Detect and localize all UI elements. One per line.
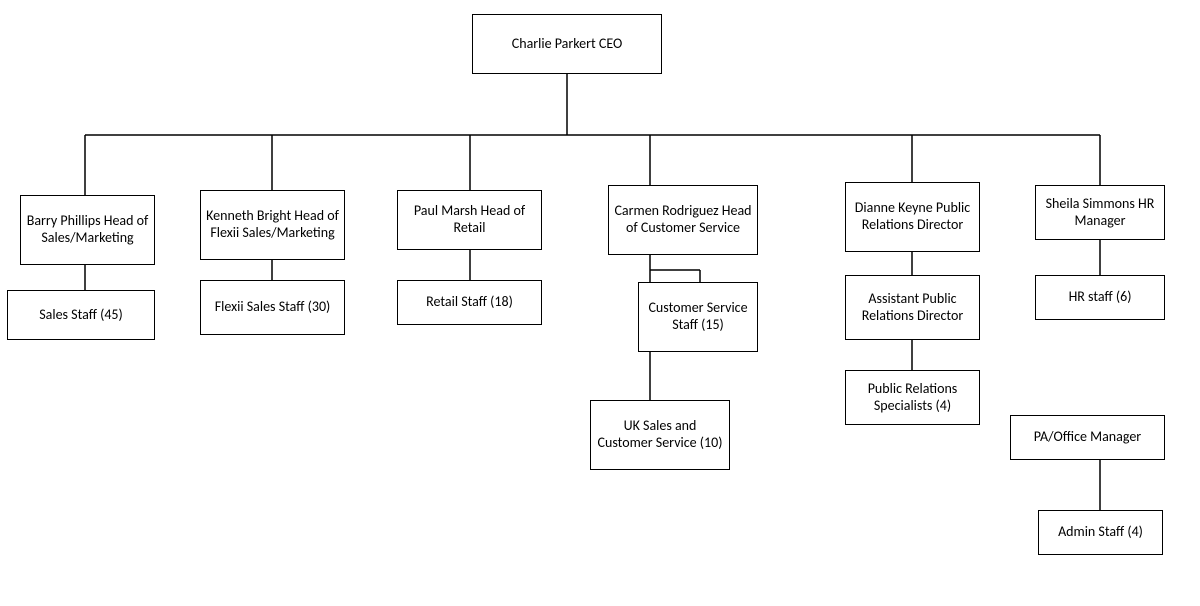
node-hr-staff: HR staff (6)	[1035, 275, 1165, 320]
node-retail-staff: Retail Staff (18)	[397, 280, 542, 325]
node-label: Public Relations Specialists (4)	[850, 381, 975, 415]
node-label: Dianne Keyne Public Relations Director	[850, 200, 975, 234]
node-label: Assistant Public Relations Director	[850, 291, 975, 325]
node-label: Sales Staff (45)	[39, 307, 123, 324]
node-label: Sheila Simmons HR Manager	[1040, 196, 1160, 230]
node-sheila: Sheila Simmons HR Manager	[1035, 185, 1165, 240]
node-carmen: Carmen Rodriguez Head of Customer Servic…	[608, 185, 758, 255]
node-cs-staff: Customer Service Staff (15)	[638, 282, 758, 352]
node-label: Carmen Rodriguez Head of Customer Servic…	[613, 203, 753, 237]
node-label: UK Sales and Customer Service (10)	[595, 418, 725, 452]
node-ceo: Charlie Parkert CEO	[472, 14, 662, 74]
node-pr-spec: Public Relations Specialists (4)	[845, 370, 980, 425]
node-label: Barry Phillips Head of Sales/Marketing	[25, 213, 150, 247]
node-kenneth: Kenneth Bright Head of Flexii Sales/Mark…	[200, 190, 345, 260]
node-pa-office: PA/Office Manager	[1010, 415, 1165, 460]
node-uk-sales: UK Sales and Customer Service (10)	[590, 400, 730, 470]
node-paul: Paul Marsh Head of Retail	[397, 190, 542, 250]
node-label: Admin Staff (4)	[1058, 524, 1143, 541]
node-apr: Assistant Public Relations Director	[845, 275, 980, 340]
node-label: Flexii Sales Staff (30)	[215, 299, 331, 316]
node-label: Kenneth Bright Head of Flexii Sales/Mark…	[205, 208, 340, 242]
org-chart: Charlie Parkert CEO Barry Phillips Head …	[0, 0, 1200, 606]
node-label: Customer Service Staff (15)	[643, 300, 753, 334]
node-admin: Admin Staff (4)	[1038, 510, 1163, 555]
node-label: HR staff (6)	[1069, 289, 1132, 306]
node-dianne: Dianne Keyne Public Relations Director	[845, 182, 980, 252]
connectors	[0, 0, 1200, 606]
node-barry: Barry Phillips Head of Sales/Marketing	[20, 195, 155, 265]
node-label: Retail Staff (18)	[426, 294, 513, 311]
node-sales-staff: Sales Staff (45)	[7, 290, 155, 340]
node-flexii-staff: Flexii Sales Staff (30)	[200, 280, 345, 335]
node-label: Charlie Parkert CEO	[512, 36, 622, 53]
node-label: PA/Office Manager	[1034, 429, 1141, 446]
node-label: Paul Marsh Head of Retail	[402, 203, 537, 237]
